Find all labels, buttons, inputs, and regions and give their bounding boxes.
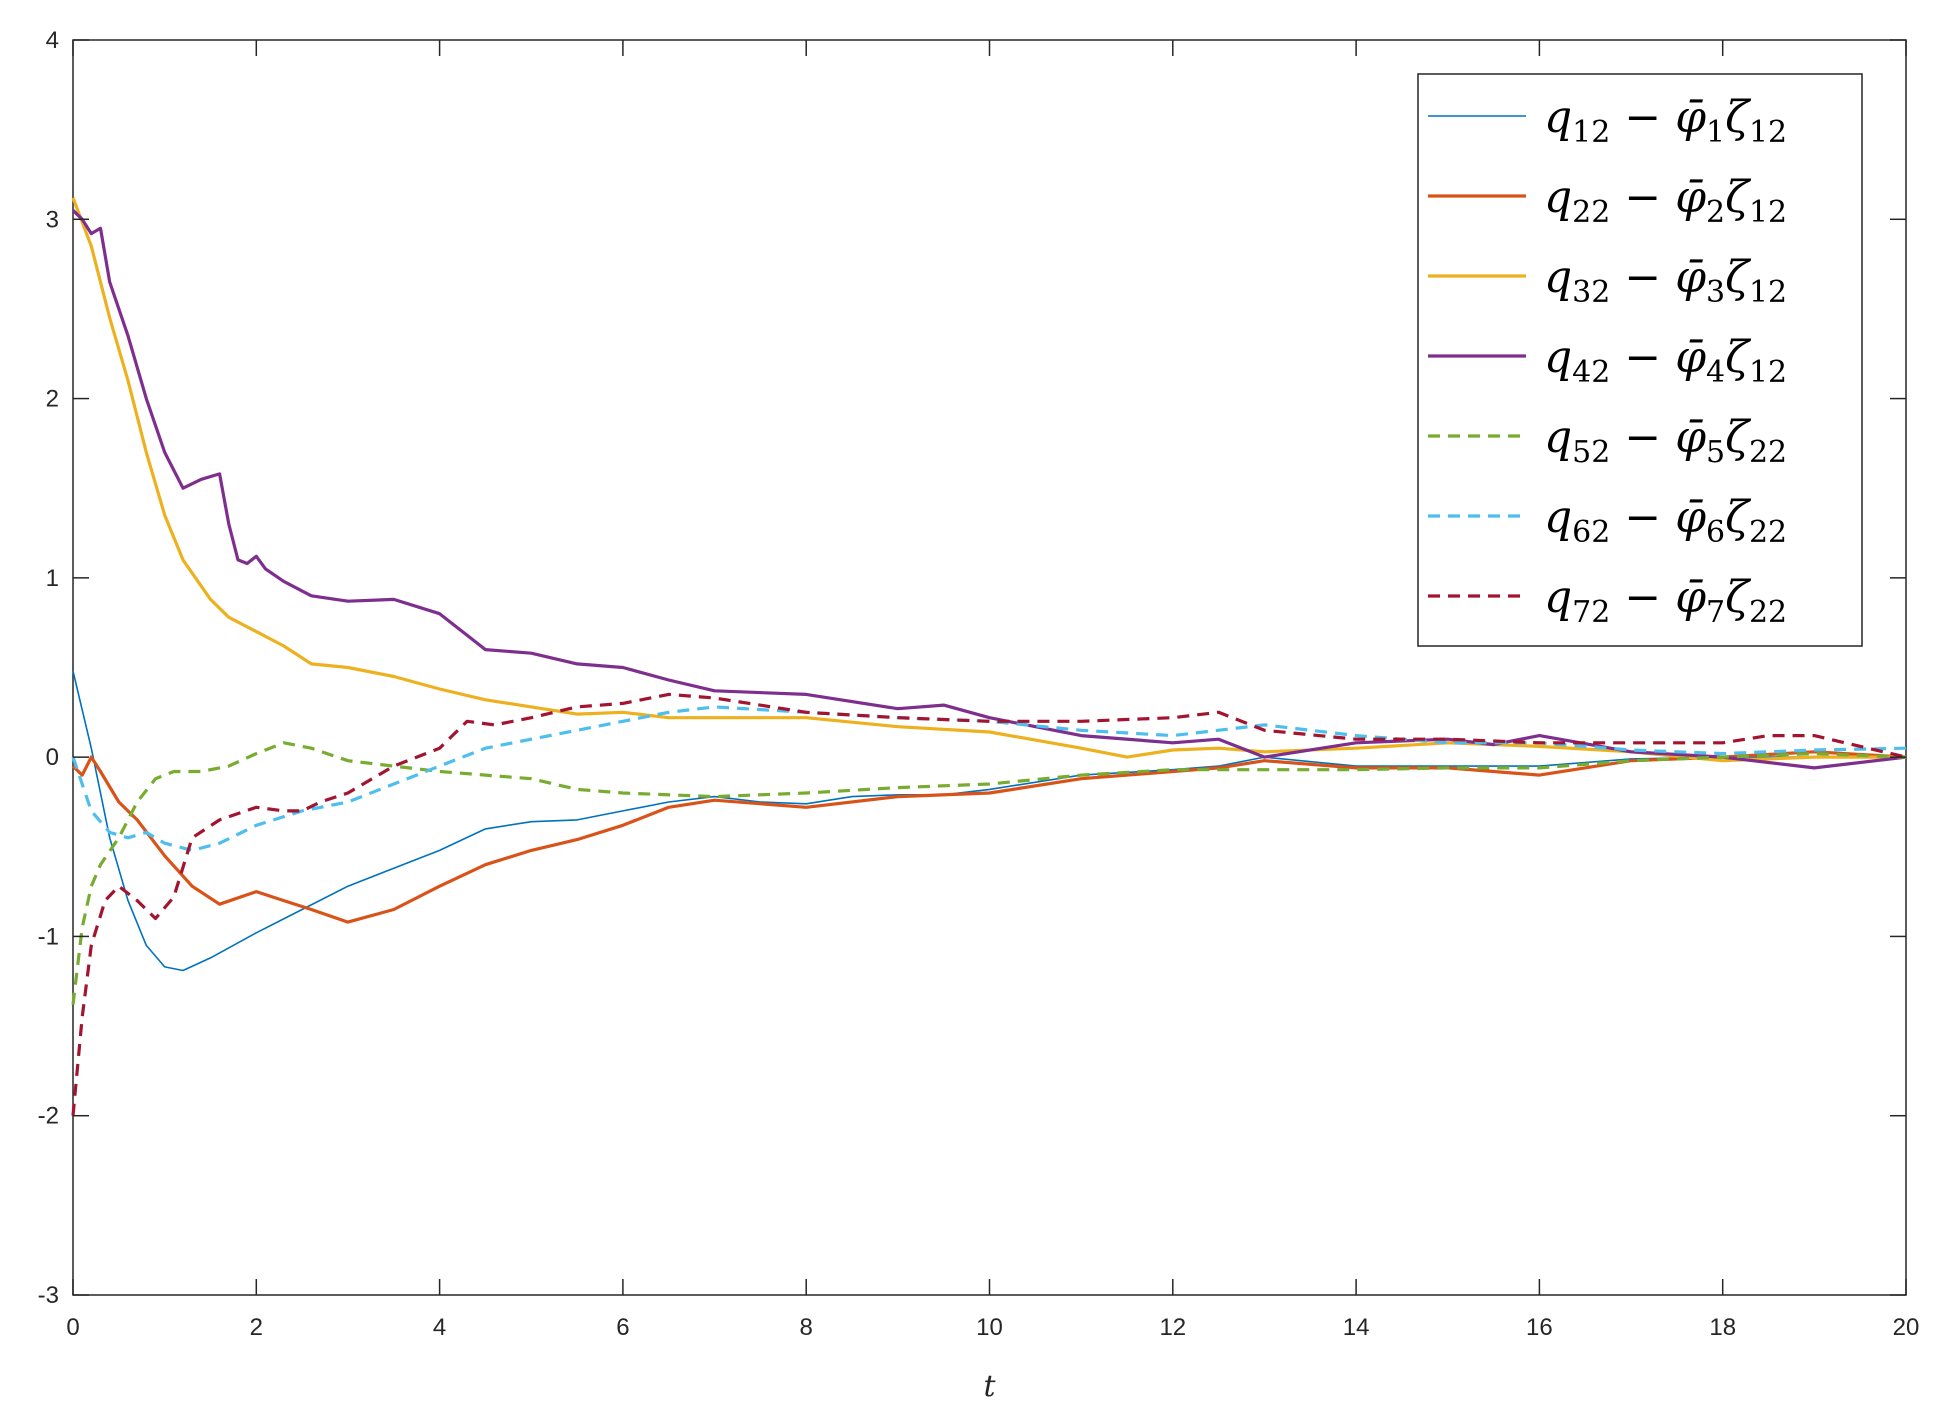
legend-label: q72 − φ̄7ζ22 bbox=[1544, 572, 1787, 630]
legend-label: q52 − φ̄5ζ22 bbox=[1544, 412, 1787, 470]
y-tick-label: 0 bbox=[46, 744, 59, 771]
legend-item-7: q72 − φ̄7ζ22 bbox=[1428, 572, 1787, 630]
series-line-5 bbox=[71, 741, 1907, 1005]
legend-label: q22 − φ̄2ζ12 bbox=[1544, 172, 1787, 230]
x-tick-label: 0 bbox=[66, 1314, 79, 1341]
legend-item-4: q42 − φ̄4ζ12 bbox=[1428, 332, 1787, 390]
x-tick-label: 10 bbox=[976, 1314, 1003, 1341]
series-line-1 bbox=[72, 670, 1906, 972]
series-layer bbox=[71, 197, 1907, 1116]
x-tick-label: 2 bbox=[250, 1314, 263, 1341]
legend-label: q32 − φ̄3ζ12 bbox=[1544, 252, 1787, 310]
x-tick-label: 12 bbox=[1159, 1314, 1186, 1341]
legend-item-3: q32 − φ̄3ζ12 bbox=[1428, 252, 1787, 310]
legend-item-6: q62 − φ̄6ζ22 bbox=[1428, 492, 1787, 550]
legend-label: q12 − φ̄1ζ12 bbox=[1544, 92, 1787, 150]
x-tick-label: 8 bbox=[800, 1314, 813, 1341]
series-line-3 bbox=[71, 197, 1906, 763]
y-tick-label: -2 bbox=[38, 1103, 59, 1130]
legend-label: q62 − φ̄6ζ22 bbox=[1544, 492, 1787, 550]
legend-label: q42 − φ̄4ζ12 bbox=[1544, 332, 1787, 390]
series-line-4 bbox=[71, 209, 1907, 770]
y-tick-label: -3 bbox=[38, 1282, 59, 1309]
x-axis-title: t bbox=[983, 1369, 996, 1404]
legend-item-5: q52 − φ̄5ζ22 bbox=[1428, 412, 1787, 470]
legend: q12 − φ̄1ζ12 q22 − φ̄2ζ12 q32 − φ̄3ζ12 q42 … bbox=[1417, 73, 1863, 647]
y-tick-label: -1 bbox=[38, 923, 59, 950]
x-tick-label: 18 bbox=[1709, 1314, 1736, 1341]
y-tick-label: 4 bbox=[46, 27, 59, 54]
x-tick-label: 16 bbox=[1526, 1314, 1553, 1341]
series-line-6 bbox=[71, 705, 1907, 852]
legend-item-1: q12 − φ̄1ζ12 bbox=[1428, 92, 1787, 150]
y-tick-label: 1 bbox=[46, 565, 59, 592]
x-tick-label: 14 bbox=[1343, 1314, 1370, 1341]
x-tick-label: 4 bbox=[433, 1314, 446, 1341]
y-tick-label: 3 bbox=[46, 206, 59, 233]
x-tick-label: 20 bbox=[1893, 1314, 1920, 1341]
series-line-7 bbox=[71, 692, 1907, 1116]
legend-entries: q12 − φ̄1ζ12 q22 − φ̄2ζ12 q32 − φ̄3ζ12 q42 … bbox=[1428, 92, 1787, 630]
legend-item-2: q22 − φ̄2ζ12 bbox=[1428, 172, 1787, 230]
x-tick-label: 6 bbox=[616, 1314, 629, 1341]
y-tick-label: 2 bbox=[46, 386, 59, 413]
legend-box bbox=[1417, 73, 1863, 647]
